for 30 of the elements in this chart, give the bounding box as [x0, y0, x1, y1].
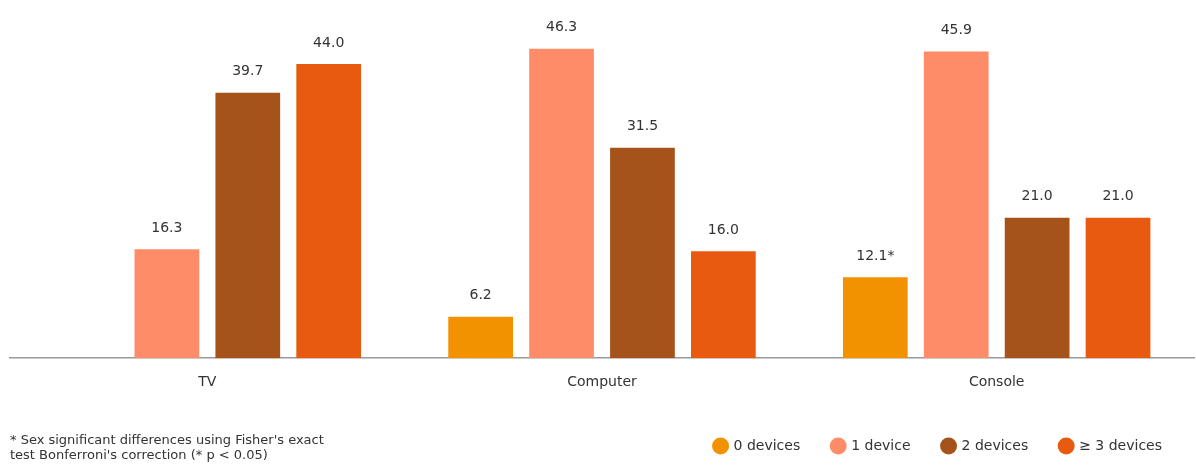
data-label: 16.0 [707, 220, 739, 237]
x-tick-label: Console [968, 373, 1025, 390]
bar [215, 92, 281, 359]
legend-label: ≥ 3 devices [1079, 436, 1163, 453]
data-label: 45.9 [940, 21, 972, 38]
data-label: 16.3 [151, 218, 183, 235]
bar [923, 51, 989, 359]
data-label: 31.5 [626, 117, 659, 134]
data-label: 39.7 [232, 62, 264, 79]
data-label: 21.0 [1102, 187, 1134, 204]
data-label: 21.0 [1021, 187, 1053, 204]
bar [134, 249, 200, 359]
data-label: 12.1* [856, 246, 895, 263]
data-label: 46.3 [545, 18, 578, 35]
text: * Sex significant differences using Fisher's exact test Bonferroni's correction (* p < 0.05) [10, 432, 325, 462]
data-label: 6.2 [469, 286, 492, 303]
bar [610, 147, 675, 359]
bar [448, 316, 513, 359]
legend-label: 2 devices [961, 436, 1029, 453]
data-label: 44.0 [313, 33, 345, 50]
bar [1085, 217, 1151, 359]
bar [691, 251, 756, 359]
x-tick-label: Computer [567, 373, 638, 390]
x-tick-label: TV [197, 373, 217, 390]
bar [529, 48, 594, 359]
bar [1004, 217, 1070, 359]
bar [842, 277, 908, 359]
bar [296, 64, 362, 359]
legend-label: 1 device [851, 436, 911, 453]
legend-label: 0 devices [733, 436, 801, 453]
